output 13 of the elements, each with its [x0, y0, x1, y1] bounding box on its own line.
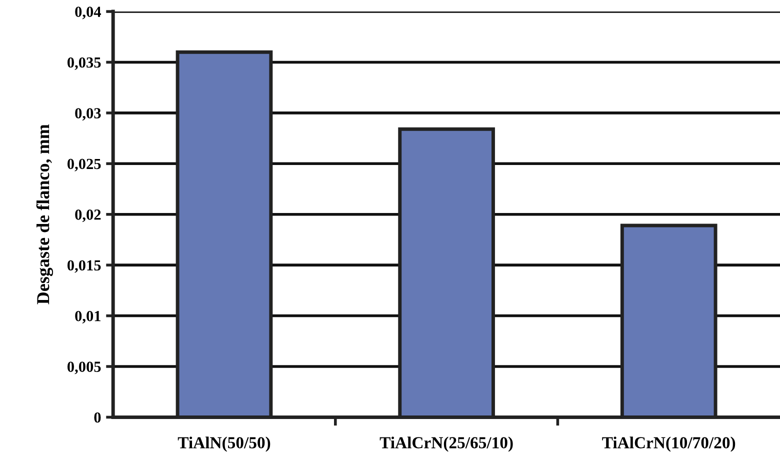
y-tick-label: 0,005 [68, 362, 101, 374]
y-tick-label: 0 [94, 412, 101, 423]
y-tick-label: 0,025 [68, 158, 101, 172]
y-tick-label: 0,015 [68, 260, 101, 273]
y-tick-label: 0,04 [75, 6, 102, 20]
y-tick-label: 0,02 [75, 210, 101, 222]
x-tick-label: TiAlCrN(25/65/10) [380, 436, 513, 452]
y-axis-title: Desgaste de flanco, mm [36, 124, 54, 304]
y-tick-label: 0,03 [75, 108, 101, 121]
y-tick-label: 0,035 [68, 57, 101, 70]
y-tick-label: 0,01 [75, 310, 101, 324]
x-tick-label: TiAlCrN(10/70/20) [602, 436, 736, 452]
x-tick-label: TiAlN(50/50) [178, 436, 270, 452]
